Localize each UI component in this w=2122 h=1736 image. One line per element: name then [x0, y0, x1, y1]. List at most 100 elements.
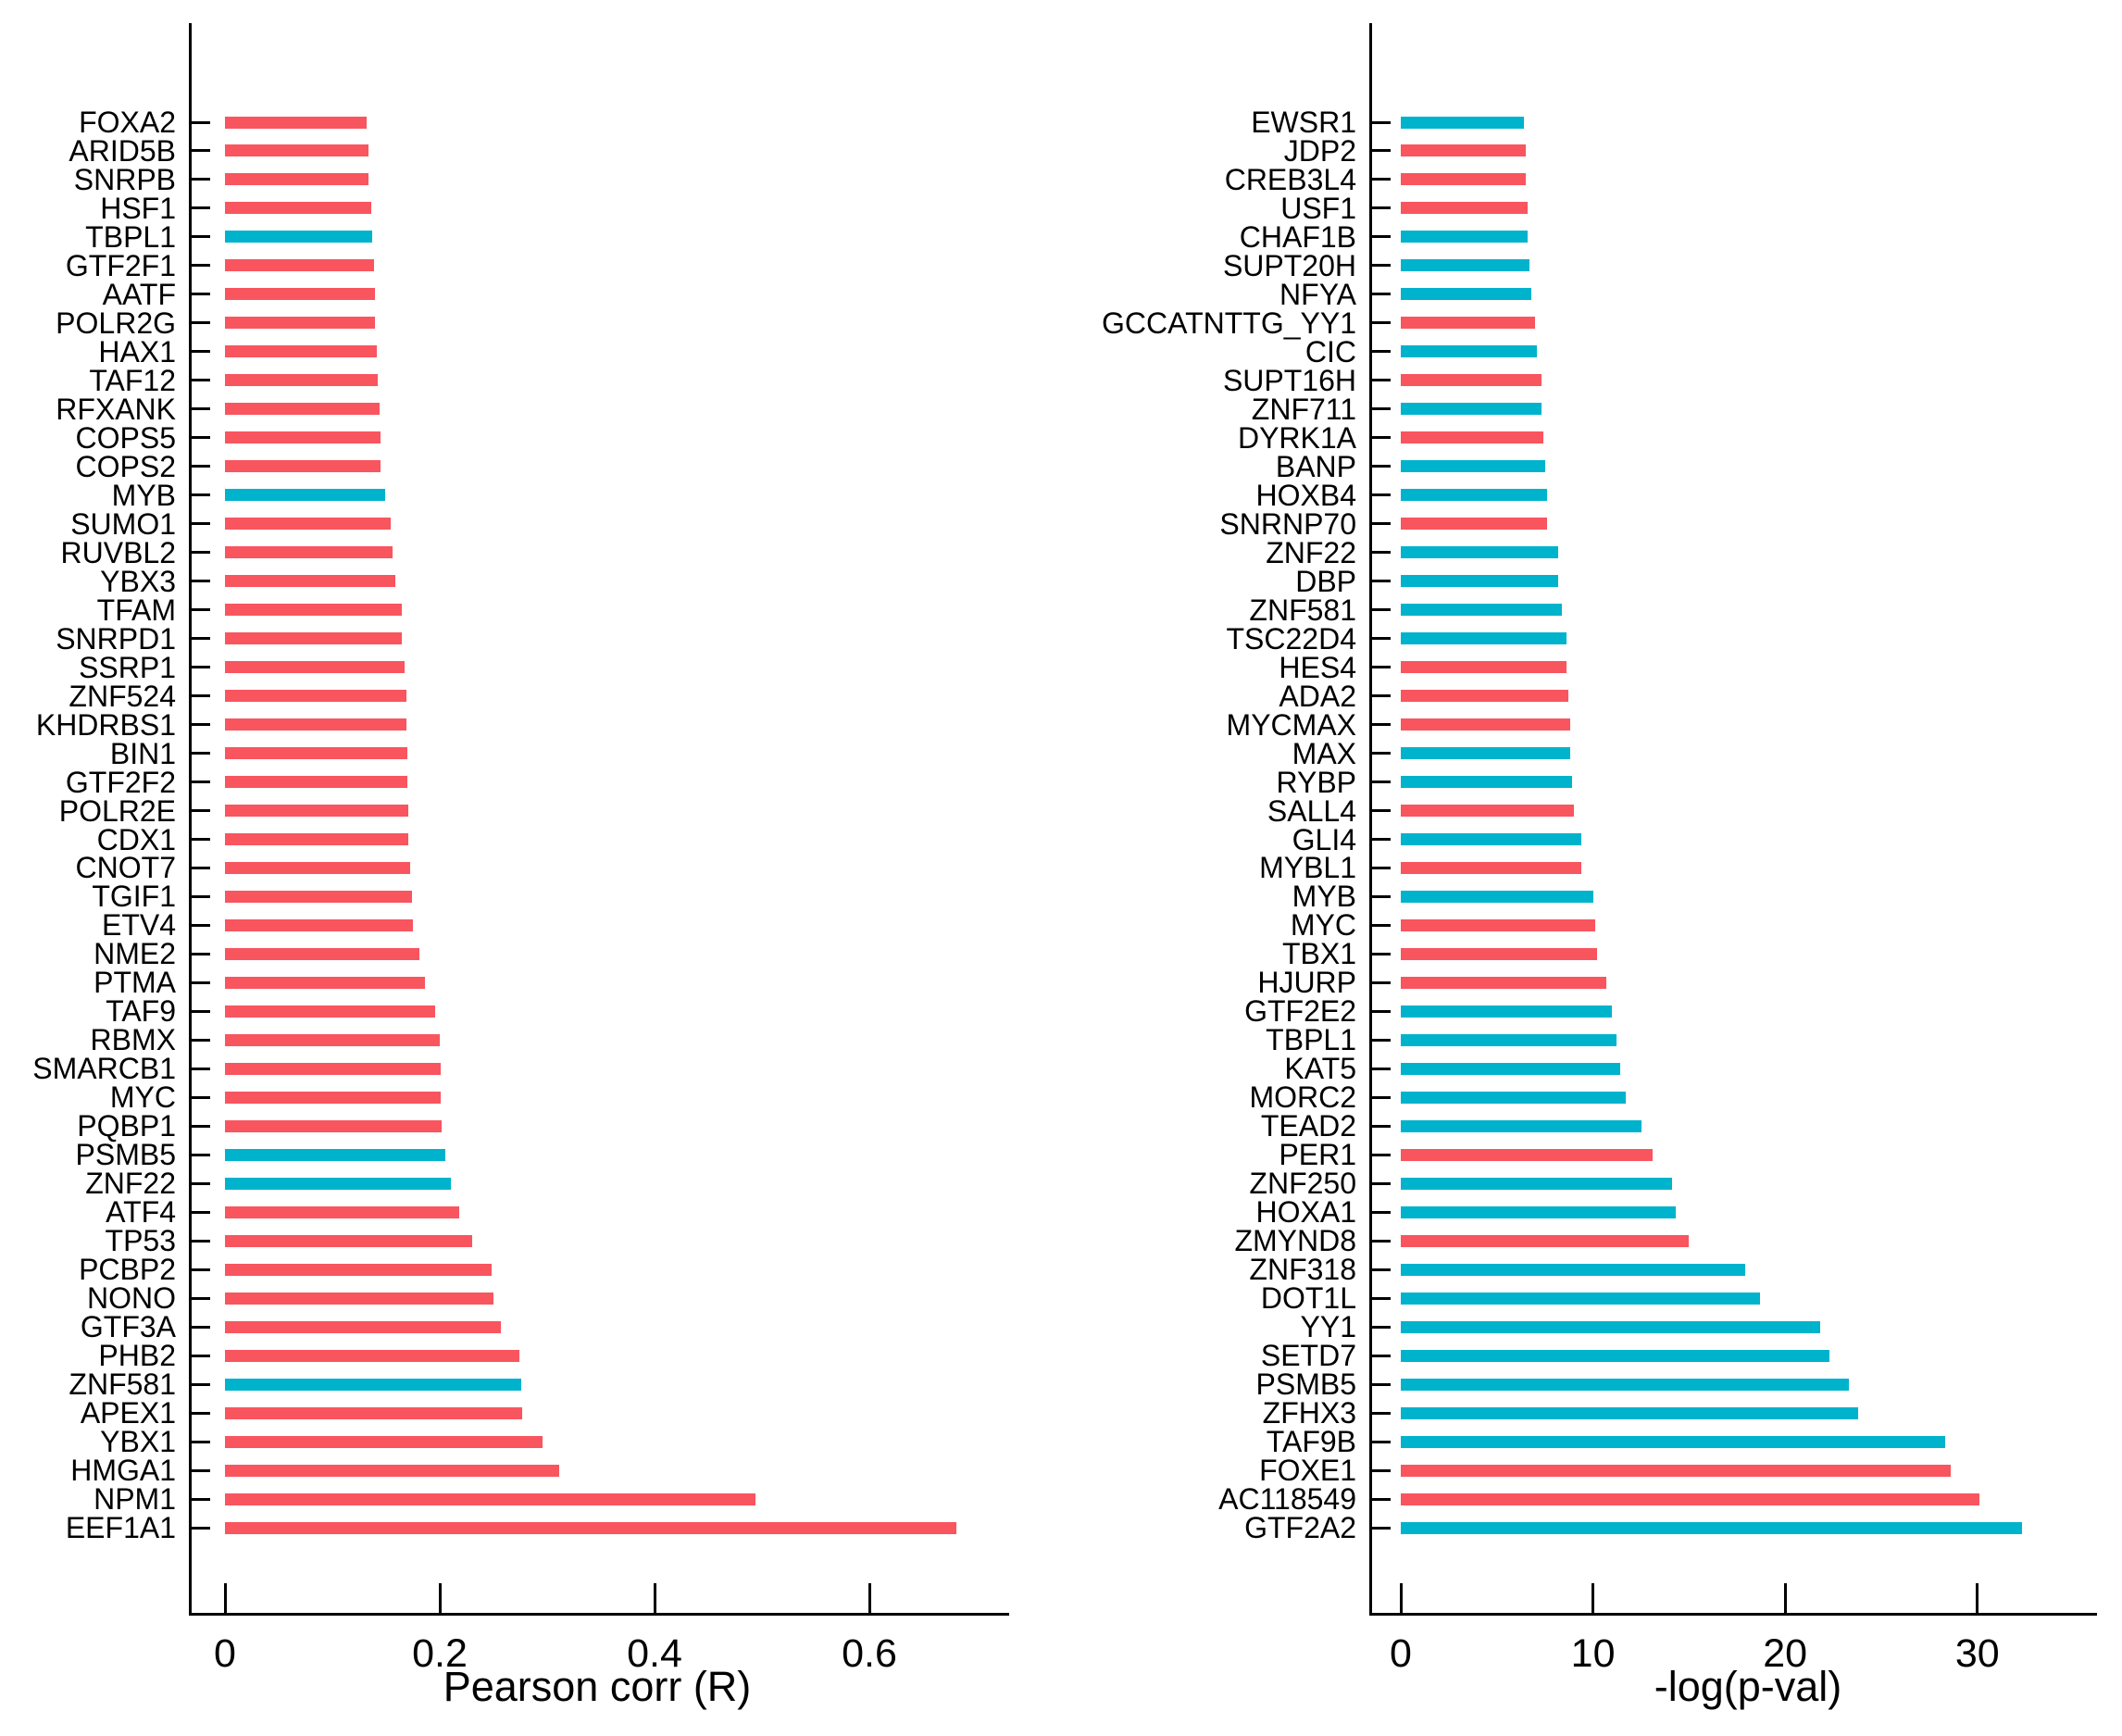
x-axis-line	[189, 1613, 1009, 1616]
y-tick	[192, 1239, 210, 1243]
y-tick	[1372, 1382, 1391, 1386]
y-tick	[1372, 206, 1391, 210]
category-label: RBMX	[90, 1023, 176, 1057]
category-label: TGIF1	[92, 880, 176, 914]
bar-ADA2	[1401, 690, 1568, 703]
y-tick	[1372, 723, 1391, 727]
bar-TAF9	[225, 1005, 435, 1018]
y-tick	[1372, 923, 1391, 927]
y-tick	[192, 723, 210, 727]
bar-EWSR1	[1401, 116, 1524, 129]
bar-HES4	[1401, 661, 1567, 674]
bar-TGIF1	[225, 890, 412, 903]
bar-TFAM	[225, 604, 402, 617]
x-axis-line	[1369, 1613, 2097, 1616]
x-tick	[438, 1583, 442, 1613]
bar-SNRNP70	[1401, 518, 1547, 531]
category-label: CHAF1B	[1239, 219, 1356, 254]
y-tick	[192, 1325, 210, 1329]
category-label: BANP	[1275, 449, 1356, 483]
category-label: COPS5	[75, 420, 176, 455]
y-tick	[1372, 1526, 1391, 1530]
bar-YBX1	[225, 1435, 543, 1448]
category-label: MYB	[111, 478, 176, 512]
y-tick	[1372, 1153, 1391, 1156]
bar-TSC22D4	[1401, 632, 1567, 645]
bar-HMGA1	[225, 1464, 559, 1477]
category-label: TAF9B	[1266, 1425, 1356, 1459]
category-label: TEAD2	[1260, 1109, 1356, 1143]
x-axis-title: Pearson corr (R)	[443, 1663, 752, 1710]
y-tick	[192, 1095, 210, 1099]
category-label: HSF1	[100, 191, 176, 225]
bar-SETD7	[1401, 1349, 1829, 1362]
bar-TBX1	[1401, 947, 1597, 960]
category-label: ARID5B	[69, 133, 176, 168]
bar-RYBP	[1401, 776, 1572, 789]
y-tick	[1372, 120, 1391, 124]
category-label: MYB	[1292, 880, 1356, 914]
bar-GTF3A	[225, 1320, 501, 1333]
category-label: YBX1	[100, 1425, 176, 1459]
bar-KHDRBS1	[225, 718, 406, 731]
y-tick	[192, 1411, 210, 1415]
y-tick	[1372, 608, 1391, 612]
y-tick	[192, 1440, 210, 1443]
category-label: NONO	[87, 1281, 176, 1316]
y-tick	[192, 1468, 210, 1472]
y-tick	[1372, 637, 1391, 641]
y-tick	[192, 694, 210, 698]
bar-SUPT16H	[1401, 374, 1542, 387]
category-label: SUMO1	[70, 506, 176, 541]
category-label: MORC2	[1249, 1080, 1356, 1115]
x-tick-label: 0	[1390, 1631, 1412, 1676]
y-tick	[192, 235, 210, 239]
bar-NPM1	[225, 1492, 755, 1505]
bar-SMARCB1	[225, 1062, 441, 1075]
y-tick	[192, 149, 210, 153]
y-tick	[192, 637, 210, 641]
bar-EEF1A1	[225, 1521, 956, 1534]
y-tick	[192, 436, 210, 440]
category-label: GTF2F1	[65, 248, 176, 282]
bar-MYBL1	[1401, 861, 1581, 874]
category-label: PSMB5	[75, 1138, 176, 1172]
category-label: CREB3L4	[1224, 162, 1356, 196]
y-tick	[1372, 1440, 1391, 1443]
bar-ZNF524	[225, 690, 406, 703]
y-tick	[192, 321, 210, 325]
y-tick	[1372, 809, 1391, 813]
bar-ATF4	[225, 1205, 459, 1218]
y-tick	[192, 1354, 210, 1357]
bar-TP53	[225, 1234, 472, 1247]
category-label: ZNF581	[1249, 593, 1356, 627]
y-tick	[192, 264, 210, 268]
y-tick	[1372, 1354, 1391, 1357]
y-tick	[192, 1382, 210, 1386]
bar-BIN1	[225, 747, 407, 760]
bar-MYCMAX	[1401, 718, 1570, 731]
y-tick	[192, 838, 210, 841]
y-tick	[1372, 1296, 1391, 1300]
category-label: ZMYND8	[1234, 1224, 1356, 1258]
bar-ZNF581	[225, 1378, 521, 1391]
category-label: CDX1	[96, 822, 176, 856]
bar-MYB	[225, 489, 385, 502]
y-tick	[192, 293, 210, 296]
y-tick	[192, 350, 210, 354]
y-tick	[1372, 1411, 1391, 1415]
y-tick	[192, 608, 210, 612]
y-tick	[1372, 407, 1391, 411]
bar-NME2	[225, 947, 419, 960]
bar-MYC	[225, 1091, 441, 1104]
y-tick	[192, 1181, 210, 1185]
y-tick	[192, 551, 210, 555]
y-tick	[1372, 1067, 1391, 1070]
y-tick	[1372, 1325, 1391, 1329]
category-label: CNOT7	[75, 851, 176, 885]
y-tick	[1372, 580, 1391, 583]
category-label: MYCMAX	[1226, 707, 1356, 742]
bar-ZFHX3	[1401, 1406, 1858, 1419]
y-tick	[1372, 1038, 1391, 1042]
